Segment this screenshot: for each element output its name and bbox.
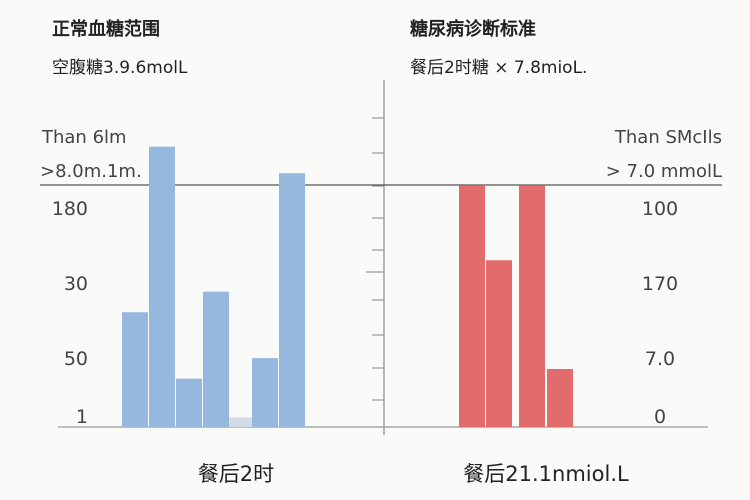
y-tick-label: 7.0 [645, 348, 675, 370]
y-tick-label: 1 [76, 406, 88, 428]
bar [176, 378, 202, 427]
annotation: Than 6lm [41, 127, 127, 148]
x-axis-label: 餐后2时 [198, 462, 274, 486]
annotation: >8.0m.1m. [40, 161, 142, 182]
chart-subtitle: 空腹糖3.9.6molL [52, 58, 188, 78]
annotation: > 7.0 mmolL [606, 161, 722, 182]
annotation: Than SMcIls [614, 127, 722, 148]
chart-subtitle: 餐后2时糖 × 7.8mioL. [410, 58, 587, 78]
y-tick-label: 50 [64, 348, 88, 370]
bar [519, 185, 545, 427]
x-axis-label: 餐后21.1nmiol.L [463, 462, 629, 486]
chart-title: 正常血糖范围 [52, 18, 160, 40]
y-tick-label: 100 [642, 198, 678, 220]
bar [459, 185, 485, 427]
bar [149, 146, 175, 427]
y-tick-label: 170 [642, 273, 678, 295]
bar [122, 312, 148, 427]
bar [203, 291, 229, 427]
bar [279, 173, 305, 427]
bar [486, 260, 512, 427]
bar [547, 369, 573, 427]
bar [229, 417, 255, 427]
bar [252, 358, 278, 427]
y-tick-label: 180 [52, 198, 88, 220]
y-tick-label: 0 [654, 406, 666, 428]
chart-title: 糖尿病诊断标准 [410, 18, 536, 40]
y-tick-label: 30 [64, 273, 88, 295]
divider-ticks [366, 117, 384, 401]
